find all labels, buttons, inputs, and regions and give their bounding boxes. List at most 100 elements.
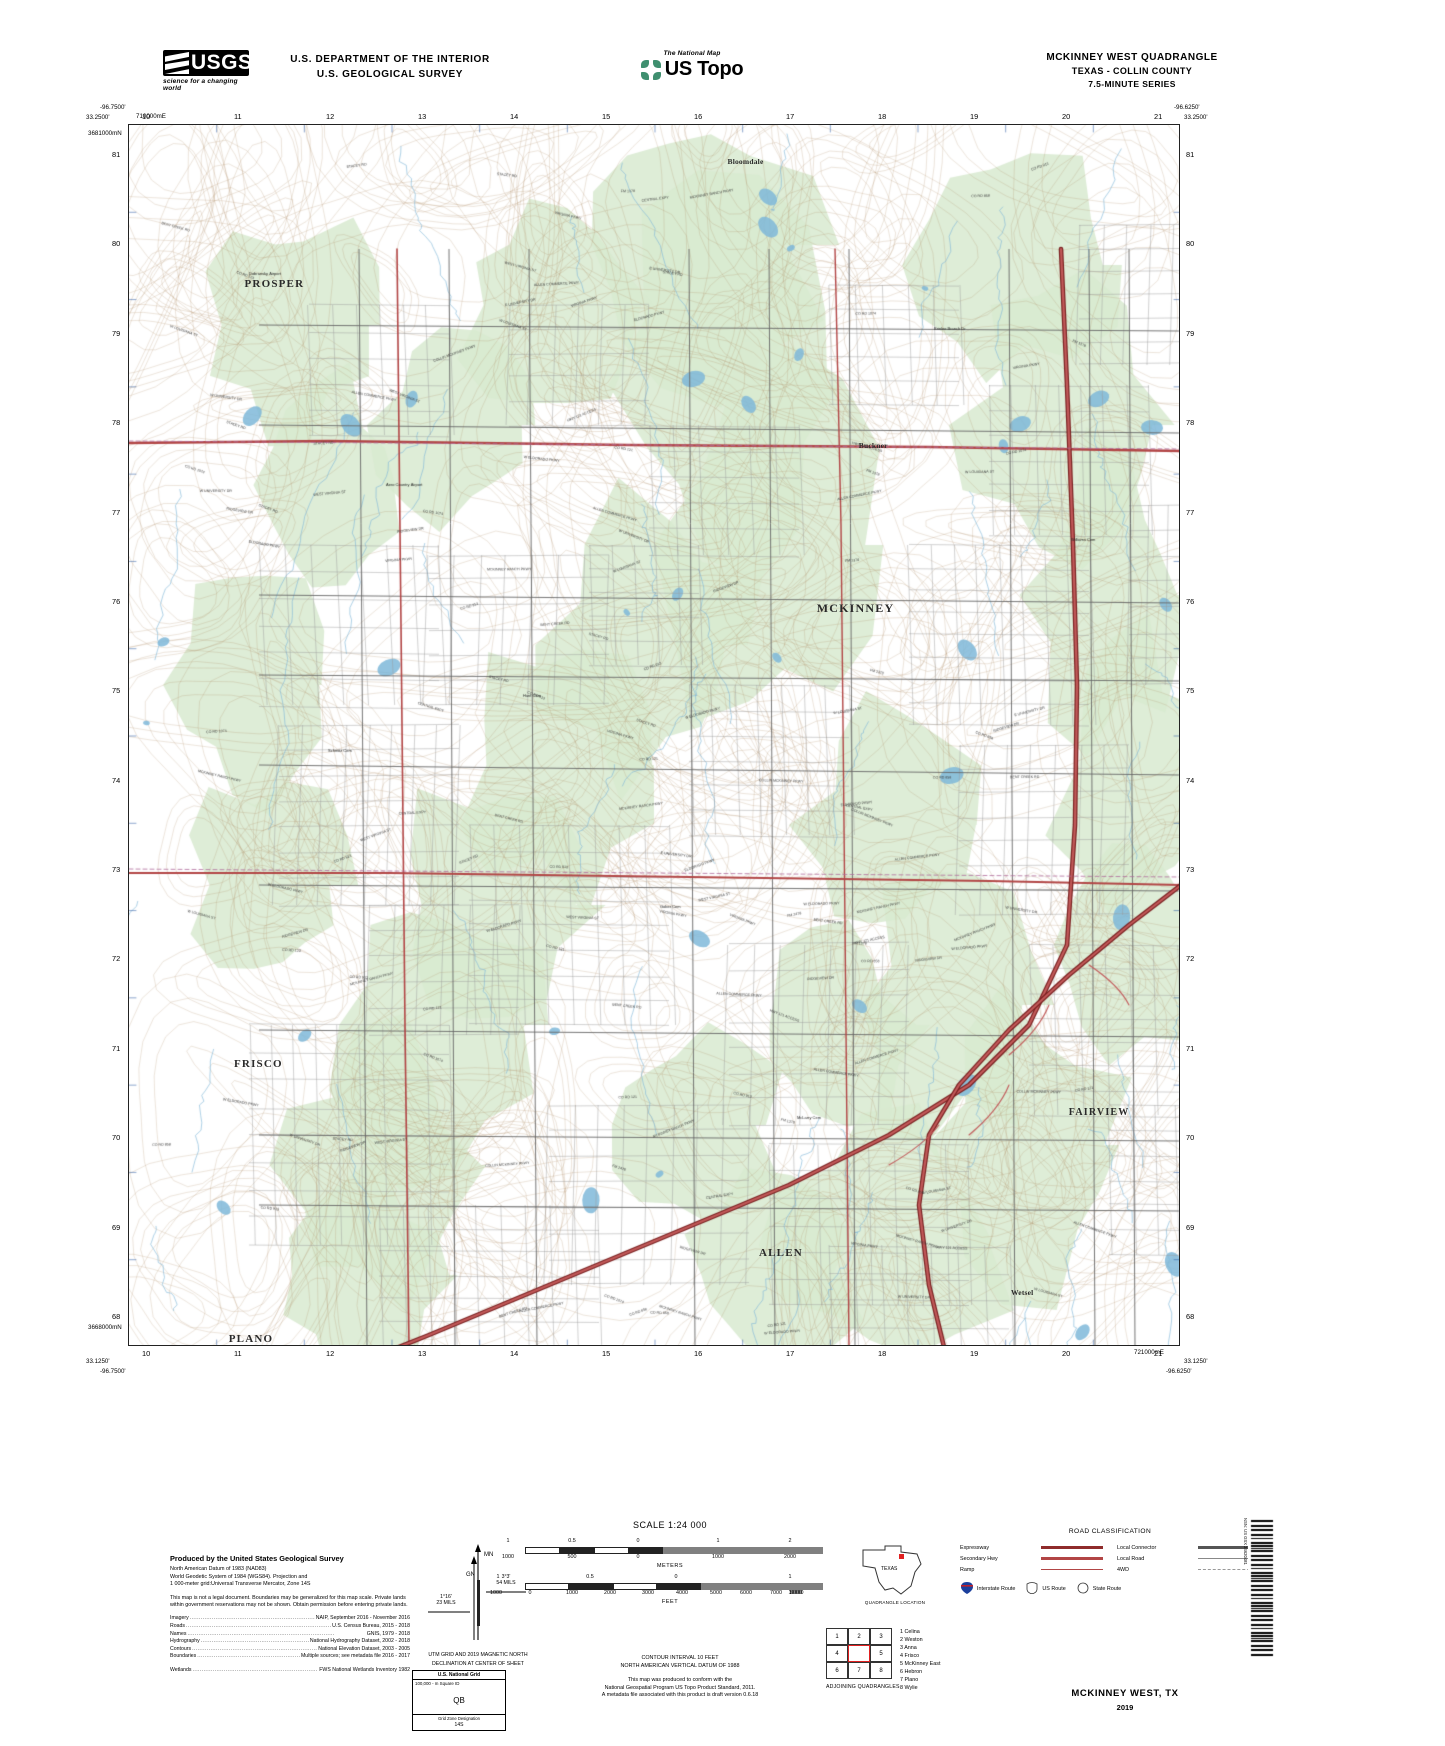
grid-tick-label: 17 — [786, 112, 795, 121]
map-container[interactable]: PROSPER Bloomdale Buckner MCKINNEY FRISCO FAI… — [86, 104, 1208, 1375]
corner-coordinate: 710000mE — [136, 113, 166, 120]
road-class-label: 4WD — [1117, 1566, 1129, 1573]
usgs-wave-mark: USGS — [163, 50, 249, 76]
route-marker-item: US Route — [1025, 1582, 1066, 1596]
source-label: Imagery — [170, 1615, 189, 1622]
grid-tick-label: 16 — [694, 112, 703, 121]
grid-tick-label: 21 — [1154, 1349, 1163, 1358]
scale-tick-labels: 1 0.5 0 1 — [490, 1574, 850, 1583]
grid-tick-label: 19 — [970, 112, 979, 121]
adjoining-list: 1 Celina 2 Weston 3 Anna 4 Frisco 5 McKinney… — [900, 1628, 940, 1692]
source-dots: ........................................… — [192, 1645, 317, 1652]
grid-tick-label: 18 — [878, 112, 887, 121]
scale-tick-label: 0.5 — [586, 1574, 594, 1580]
route-marker-label: Interstate Route — [977, 1586, 1016, 1592]
sheet-name: MCKINNEY WEST, TX — [1071, 1688, 1179, 1699]
scale-unit-label: FEET — [661, 1599, 679, 1605]
datum-line-1: World Geodetic System of 1984 (WGS84). P… — [170, 1573, 308, 1580]
place-label: ALLEN — [759, 1247, 803, 1260]
scale-tick-labels: 1000 500 0 1000 2000 — [490, 1554, 850, 1563]
grid-tick-label: 75 — [112, 686, 121, 696]
grid-tick-label: 17 — [786, 1349, 795, 1358]
scale-tick-label: 3000 — [642, 1590, 654, 1596]
adjoining-list-item: 4 Frisco — [900, 1653, 920, 1659]
adjoining-list-item: 6 Hebron — [900, 1669, 923, 1675]
declination-right-values: 3°3' 54 MILS — [496, 1574, 516, 1586]
place-label: FAIRVIEW — [1068, 1107, 1130, 1119]
grid-tick-label: 74 — [1186, 775, 1195, 785]
department-heading: U.S. DEPARTMENT OF THE INTERIOR U.S. GEO… — [250, 52, 530, 82]
grid-tick-label: 15 — [602, 1349, 611, 1358]
scale-tick-label: 8000 — [790, 1590, 802, 1596]
road-class-left-column: Expressway Secondary Hwy Ramp — [960, 1542, 1103, 1575]
grid-tick-label: 79 — [1186, 328, 1195, 338]
topographic-map-surface[interactable] — [129, 125, 1179, 1345]
us-topo-label: US Topo — [664, 58, 744, 80]
grid-tick-label: 80 — [112, 239, 121, 249]
scale-bar-segment — [525, 1583, 569, 1590]
road-class-label: Ramp — [960, 1566, 975, 1573]
scale-bar-solid — [701, 1583, 823, 1590]
source-dots: ........................................… — [186, 1623, 332, 1630]
source-dots: ........................................… — [189, 1615, 315, 1622]
legal-disclaimer: This map is not a legal document. Bounda… — [170, 1594, 408, 1609]
quadrangle-name: MCKINNEY WEST QUADRANGLE — [1046, 52, 1218, 63]
grid-tick-label: 10 — [142, 112, 151, 121]
source-label: Contours — [170, 1645, 192, 1652]
road-classification-legend: ROAD CLASSIFICATION Expressway Secondary … — [960, 1528, 1260, 1596]
grid-tick-label: 10 — [142, 1349, 151, 1358]
corner-coordinate: 721000mE — [1134, 1349, 1164, 1356]
source-dots: ........................................… — [192, 1667, 319, 1673]
scale-bar-segment — [569, 1583, 613, 1590]
scale-bar-segment — [613, 1583, 657, 1590]
scale-tick-label: 500 — [567, 1554, 577, 1560]
datum-line-0: North American Datum of 1983 (NAD83) — [170, 1566, 267, 1573]
grid-tick-label: 21 — [1154, 112, 1163, 121]
source-row: Contours................................… — [170, 1646, 410, 1654]
department-line-1: U.S. DEPARTMENT OF THE INTERIOR — [290, 54, 490, 65]
source-value: NAIP, September 2016 - November 2016 — [315, 1615, 410, 1622]
scale-tick-label: 2 — [788, 1538, 792, 1544]
scale-title: SCALE 1:24 000 — [632, 1520, 708, 1530]
national-map-label: The National Map — [663, 50, 721, 57]
grid-tick-label: 76 — [112, 596, 121, 606]
quadrangle-title: MCKINNEY WEST QUADRANGLE TEXAS - COLLIN … — [982, 52, 1282, 89]
adjoining-cell: 5 — [870, 1645, 892, 1662]
scale-tick-label: 9000 — [790, 1590, 802, 1596]
grid-tick-label: 81 — [1186, 150, 1195, 159]
scale-tick-label: 1 — [788, 1574, 792, 1580]
road-class-swatch — [1041, 1568, 1103, 1571]
source-label: Boundaries — [170, 1653, 197, 1660]
quadrangle-state-county: TEXAS - COLLIN COUNTY — [1071, 66, 1193, 76]
scale-bar-segment — [628, 1547, 663, 1554]
corner-coordinate: -96.7500' — [100, 104, 126, 111]
adjoining-cell: 8 — [870, 1662, 892, 1679]
usng-zone-value: 14S — [454, 1722, 464, 1728]
place-label: Wetsel — [1011, 1287, 1034, 1297]
texas-outline-icon: TEXAS — [862, 1545, 922, 1595]
grid-tick-label: 72 — [112, 954, 121, 964]
source-value: National Hydrography Dataset, 2002 - 201… — [309, 1638, 410, 1645]
corner-coordinate: -96.6250' — [1174, 104, 1200, 111]
place-label: PROSPER — [244, 277, 305, 290]
grid-tick-label: 70 — [112, 1133, 121, 1143]
usgs-logo: USGS science for a changing world — [163, 50, 251, 94]
standard-line-3: A metadata file associated with this pro… — [601, 1692, 759, 1699]
road-class-row: Local Connector — [1117, 1542, 1260, 1553]
map-collar: Produced by the United States Geological… — [0, 1370, 1445, 1746]
grid-tick-label: 15 — [602, 112, 611, 121]
corner-coordinate: 33.2500' — [86, 114, 110, 121]
corner-coordinate: -96.7500' — [100, 1368, 126, 1375]
scale-tick-label: 1000 — [566, 1590, 578, 1596]
credits-title: Produced by the United States Geological… — [170, 1554, 344, 1563]
adjoining-cell: 4 — [826, 1645, 848, 1662]
source-label: Wetlands — [170, 1667, 192, 1673]
production-credits: Produced by the United States Geological… — [170, 1555, 410, 1675]
scale-tick-label: 2000 — [784, 1554, 796, 1560]
grid-tick-label: 79 — [112, 328, 121, 338]
scale-tick-label: 0 — [674, 1574, 678, 1580]
grid-tick-label: 73 — [1186, 865, 1195, 875]
scale-unit-label: METERS — [656, 1563, 684, 1569]
corner-coordinate: -96.6250' — [1166, 1368, 1192, 1375]
adjoining-cell: 7 — [848, 1662, 870, 1679]
